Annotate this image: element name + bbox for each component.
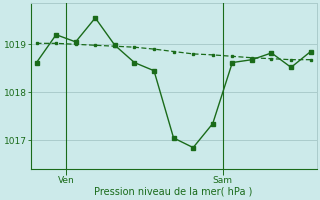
X-axis label: Pression niveau de la mer( hPa ): Pression niveau de la mer( hPa ) bbox=[94, 187, 253, 197]
